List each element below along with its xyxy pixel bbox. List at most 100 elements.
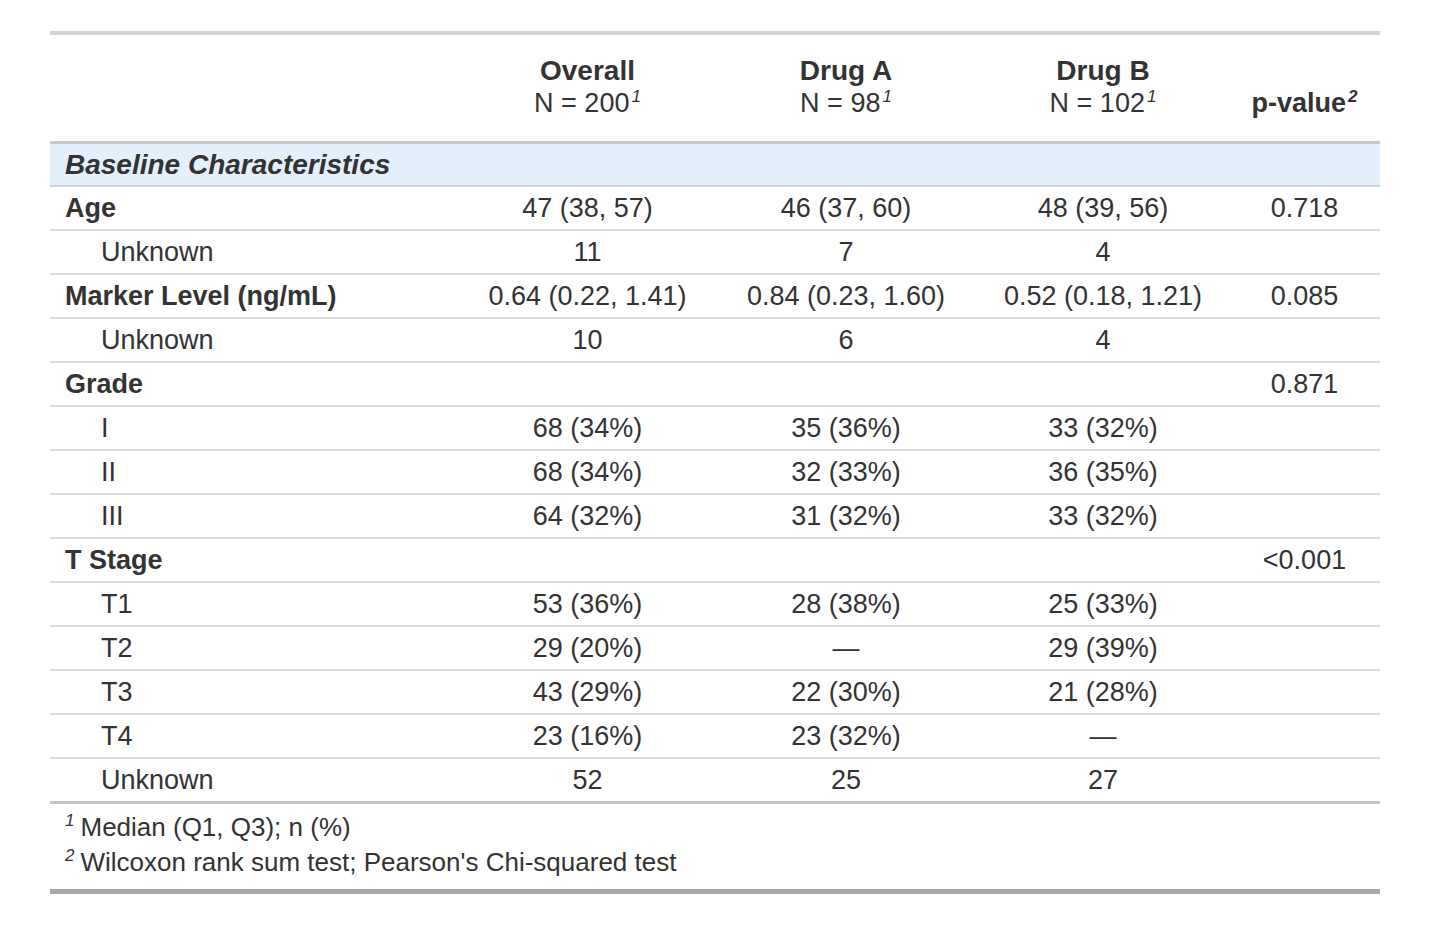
cell-drug-a: 25 — [715, 758, 977, 803]
table-row: Unknown522527 — [50, 758, 1380, 803]
cell-p-value: <0.001 — [1229, 538, 1380, 582]
summary-table: Overall N = 2001 Drug A N = 981 Drug B N… — [50, 31, 1380, 894]
cell-overall: 10 — [460, 318, 715, 362]
cell-drug-a: 31 (32%) — [715, 494, 977, 538]
column-title: Overall — [468, 54, 707, 87]
footnote-mark: 2 — [1348, 87, 1357, 106]
table-row: Unknown1174 — [50, 230, 1380, 274]
cell-drug-a — [715, 538, 977, 582]
column-header-empty — [50, 33, 460, 143]
cell-drug-a: 32 (33%) — [715, 450, 977, 494]
cell-overall: 11 — [460, 230, 715, 274]
cell-p-value — [1229, 450, 1380, 494]
cell-drug-b: 33 (32%) — [977, 406, 1229, 450]
column-subtitle: N = 981 — [723, 87, 969, 120]
table-row: III64 (32%)31 (32%)33 (32%) — [50, 494, 1380, 538]
cell-drug-b: — — [977, 714, 1229, 758]
table-row: T229 (20%)—29 (39%) — [50, 626, 1380, 670]
cell-p-value — [1229, 230, 1380, 274]
cell-overall: 68 (34%) — [460, 406, 715, 450]
footnote-mark: 2 — [65, 846, 74, 865]
table-row: T423 (16%)23 (32%)— — [50, 714, 1380, 758]
cell-overall: 64 (32%) — [460, 494, 715, 538]
row-label: Age — [50, 186, 460, 230]
row-label: T1 — [50, 582, 460, 626]
footnote-text: Median (Q1, Q3); n (%) — [80, 812, 350, 842]
table-body: Baseline Characteristics Age47 (38, 57)4… — [50, 143, 1380, 803]
cell-overall: 52 — [460, 758, 715, 803]
table-row: T153 (36%)28 (38%)25 (33%) — [50, 582, 1380, 626]
cell-drug-a: 22 (30%) — [715, 670, 977, 714]
cell-drug-a — [715, 362, 977, 406]
cell-overall: 47 (38, 57) — [460, 186, 715, 230]
cell-p-value: 0.718 — [1229, 186, 1380, 230]
cell-overall: 43 (29%) — [460, 670, 715, 714]
cell-p-value — [1229, 494, 1380, 538]
cell-overall: 0.64 (0.22, 1.41) — [460, 274, 715, 318]
column-title: Drug A — [723, 54, 969, 87]
table-row: Marker Level (ng/mL)0.64 (0.22, 1.41)0.8… — [50, 274, 1380, 318]
row-label: Grade — [50, 362, 460, 406]
footnote-mark: 1 — [1147, 87, 1156, 106]
cell-p-value — [1229, 318, 1380, 362]
column-title: p-value2 — [1237, 87, 1372, 120]
cell-drug-a: 46 (37, 60) — [715, 186, 977, 230]
cell-drug-b: 21 (28%) — [977, 670, 1229, 714]
cell-drug-b: 4 — [977, 230, 1229, 274]
column-n-value: N = 200 — [534, 88, 629, 118]
cell-drug-b — [977, 362, 1229, 406]
group-header-row: Baseline Characteristics — [50, 143, 1380, 187]
column-n-value: N = 102 — [1050, 88, 1145, 118]
row-label: Marker Level (ng/mL) — [50, 274, 460, 318]
pvalue-label: p-value — [1252, 88, 1347, 118]
column-header-drug-b: Drug B N = 1021 — [977, 33, 1229, 143]
cell-drug-a: 0.84 (0.23, 1.60) — [715, 274, 977, 318]
cell-overall: 68 (34%) — [460, 450, 715, 494]
cell-drug-b — [977, 538, 1229, 582]
cell-p-value — [1229, 714, 1380, 758]
cell-p-value — [1229, 406, 1380, 450]
cell-overall — [460, 362, 715, 406]
cell-drug-a: — — [715, 626, 977, 670]
column-header-drug-a: Drug A N = 981 — [715, 33, 977, 143]
table-row: Unknown1064 — [50, 318, 1380, 362]
footnote-line: 2Wilcoxon rank sum test; Pearson's Chi-s… — [63, 845, 1372, 880]
column-subtitle: N = 2001 — [468, 87, 707, 120]
column-subtitle: N = 1021 — [985, 87, 1221, 120]
column-header-pvalue: p-value2 — [1229, 33, 1380, 143]
footnote-mark: 1 — [65, 811, 74, 830]
cell-overall: 23 (16%) — [460, 714, 715, 758]
cell-drug-a: 6 — [715, 318, 977, 362]
row-label: III — [50, 494, 460, 538]
footnotes-row: 1 Median (Q1, Q3); n (%)2Wilcoxon rank su… — [50, 803, 1380, 892]
footnote-line: 1 Median (Q1, Q3); n (%) — [63, 810, 1372, 845]
footnote-mark: 1 — [631, 87, 640, 106]
cell-drug-a: 7 — [715, 230, 977, 274]
cell-drug-b: 0.52 (0.18, 1.21) — [977, 274, 1229, 318]
cell-drug-b: 36 (35%) — [977, 450, 1229, 494]
cell-drug-b: 48 (39, 56) — [977, 186, 1229, 230]
page: Overall N = 2001 Drug A N = 981 Drug B N… — [0, 0, 1454, 894]
column-header-overall: Overall N = 2001 — [460, 33, 715, 143]
row-label: T4 — [50, 714, 460, 758]
header-row: Overall N = 2001 Drug A N = 981 Drug B N… — [50, 33, 1380, 143]
row-label: II — [50, 450, 460, 494]
footnotes-section: 1 Median (Q1, Q3); n (%)2Wilcoxon rank su… — [50, 803, 1380, 892]
cell-p-value — [1229, 758, 1380, 803]
cell-p-value — [1229, 626, 1380, 670]
cell-p-value — [1229, 582, 1380, 626]
cell-drug-b: 33 (32%) — [977, 494, 1229, 538]
row-label: I — [50, 406, 460, 450]
row-label: T3 — [50, 670, 460, 714]
group-header-label: Baseline Characteristics — [50, 143, 1380, 187]
cell-overall: 53 (36%) — [460, 582, 715, 626]
cell-drug-a: 35 (36%) — [715, 406, 977, 450]
cell-drug-b: 25 (33%) — [977, 582, 1229, 626]
cell-p-value — [1229, 670, 1380, 714]
table-row: Grade0.871 — [50, 362, 1380, 406]
cell-drug-b: 4 — [977, 318, 1229, 362]
cell-drug-b: 27 — [977, 758, 1229, 803]
table-row: II68 (34%)32 (33%)36 (35%) — [50, 450, 1380, 494]
cell-drug-a: 28 (38%) — [715, 582, 977, 626]
row-label: Unknown — [50, 758, 460, 803]
